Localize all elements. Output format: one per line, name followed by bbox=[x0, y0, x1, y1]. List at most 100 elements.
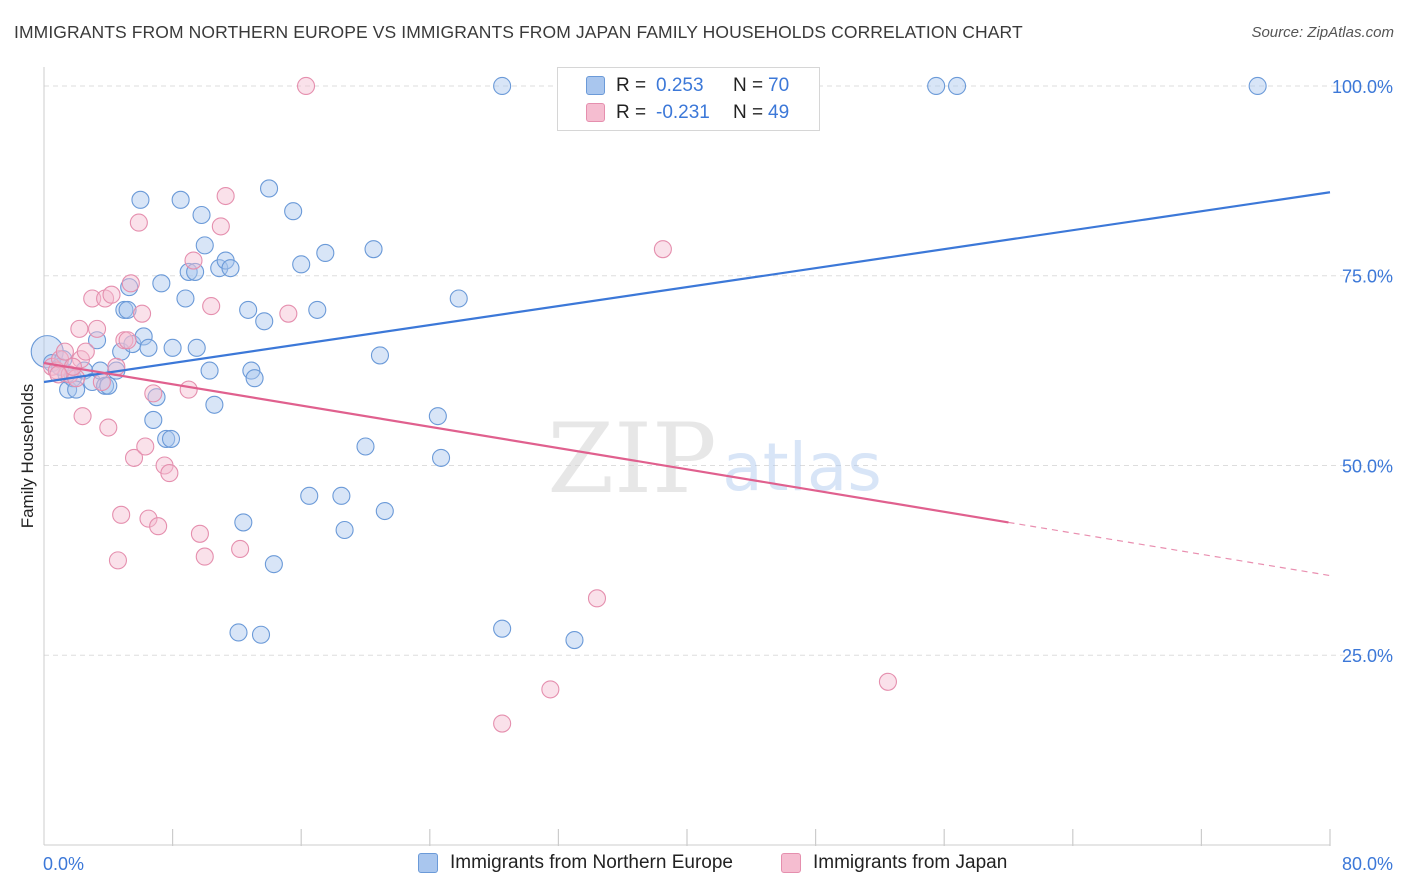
point-japan bbox=[541, 680, 560, 699]
point-japan bbox=[112, 505, 131, 524]
point-northern-europe bbox=[176, 289, 195, 308]
point-northern-europe bbox=[1248, 76, 1267, 96]
point-northern-europe bbox=[152, 274, 171, 293]
point-japan bbox=[55, 342, 74, 361]
point-northern-europe bbox=[205, 395, 224, 414]
legend-label: Immigrants from Japan bbox=[813, 852, 1008, 873]
point-northern-europe bbox=[157, 429, 176, 448]
point-japan bbox=[216, 186, 235, 206]
point-northern-europe bbox=[428, 407, 447, 426]
point-japan bbox=[878, 672, 897, 691]
point-japan bbox=[87, 319, 107, 338]
source-label: Source: ZipAtlas.com bbox=[1251, 24, 1394, 41]
point-japan bbox=[231, 539, 250, 559]
point-northern-europe bbox=[364, 240, 383, 259]
point-japan bbox=[70, 319, 89, 338]
point-japan bbox=[279, 304, 298, 323]
point-japan bbox=[108, 551, 127, 570]
point-japan bbox=[129, 213, 148, 232]
point-northern-europe bbox=[356, 437, 375, 456]
point-japan bbox=[211, 217, 230, 236]
point-northern-europe bbox=[927, 76, 946, 96]
point-northern-europe bbox=[308, 300, 327, 319]
point-japan bbox=[144, 384, 163, 403]
point-northern-europe bbox=[200, 361, 219, 380]
point-japan bbox=[136, 437, 155, 456]
point-northern-europe bbox=[493, 76, 512, 96]
point-northern-europe bbox=[370, 346, 390, 365]
point-japan bbox=[202, 297, 221, 316]
legend-label: Immigrants from Northern Europe bbox=[450, 852, 733, 873]
point-northern-europe bbox=[171, 190, 190, 209]
legend-swatch-pink bbox=[781, 853, 801, 873]
n-label: N = bbox=[733, 102, 764, 123]
point-japan bbox=[99, 418, 118, 437]
point-northern-europe bbox=[948, 76, 967, 96]
point-japan bbox=[653, 240, 672, 259]
point-japan bbox=[92, 372, 111, 392]
point-japan bbox=[139, 509, 158, 528]
legend-swatch-pink bbox=[586, 103, 605, 122]
point-japan bbox=[124, 448, 144, 467]
trend-line-northern-europe bbox=[43, 191, 1331, 384]
r-value: 0.253 bbox=[656, 75, 704, 96]
point-northern-europe bbox=[186, 262, 205, 281]
grid-lines bbox=[44, 85, 1394, 656]
y-tick-label: 75.0% bbox=[1342, 267, 1393, 287]
point-northern-europe bbox=[449, 289, 468, 308]
watermark-atlas: atlas bbox=[722, 429, 882, 506]
point-northern-europe bbox=[284, 202, 303, 221]
point-japan bbox=[190, 524, 209, 543]
n-label: N = bbox=[733, 75, 764, 96]
point-northern-europe bbox=[259, 179, 279, 198]
point-northern-europe bbox=[195, 236, 214, 255]
legend-swatch-blue bbox=[418, 853, 438, 873]
point-japan bbox=[184, 251, 203, 270]
point-northern-europe bbox=[192, 205, 211, 225]
data-points bbox=[30, 76, 1267, 733]
point-northern-europe bbox=[239, 300, 258, 319]
legend-swatch-blue bbox=[586, 76, 605, 95]
point-japan bbox=[118, 331, 137, 350]
point-northern-europe bbox=[245, 369, 264, 388]
point-northern-europe bbox=[179, 262, 198, 281]
point-northern-europe bbox=[255, 312, 274, 331]
x-tick-label: 80.0% bbox=[1342, 854, 1393, 874]
chart-title: IMMIGRANTS FROM NORTHERN EUROPE VS IMMIG… bbox=[14, 22, 1023, 42]
axes bbox=[43, 67, 1331, 846]
point-northern-europe bbox=[187, 338, 206, 357]
point-northern-europe bbox=[565, 631, 584, 650]
trend-line-japan bbox=[43, 361, 1009, 524]
trend-lines bbox=[43, 191, 1331, 577]
point-northern-europe bbox=[292, 255, 311, 274]
tick-labels: 25.0% 50.0% 75.0% 100.0% 0.0% 80.0% bbox=[43, 77, 1393, 874]
point-japan bbox=[121, 274, 140, 293]
n-value: 49 bbox=[768, 102, 790, 123]
watermark-zip: ZIP bbox=[547, 403, 716, 515]
point-northern-europe bbox=[118, 300, 137, 319]
r-label: R = bbox=[616, 102, 647, 123]
point-northern-europe bbox=[332, 486, 351, 505]
point-japan bbox=[493, 714, 512, 733]
point-northern-europe bbox=[163, 338, 182, 357]
y-tick-label: 50.0% bbox=[1342, 456, 1393, 476]
n-value: 70 bbox=[768, 75, 790, 96]
point-northern-europe bbox=[316, 243, 335, 263]
point-northern-europe bbox=[264, 555, 283, 574]
point-japan bbox=[76, 342, 95, 361]
r-label: R = bbox=[616, 75, 647, 96]
point-japan bbox=[195, 547, 214, 566]
point-japan bbox=[83, 289, 102, 308]
point-northern-europe bbox=[144, 410, 163, 429]
point-japan bbox=[102, 285, 121, 304]
r-value: -0.231 bbox=[656, 102, 710, 123]
point-japan bbox=[179, 380, 198, 399]
point-northern-europe bbox=[335, 520, 354, 540]
point-japan bbox=[73, 407, 92, 426]
point-northern-europe bbox=[493, 619, 512, 638]
point-northern-europe bbox=[375, 501, 394, 521]
watermark: ZIP atlas bbox=[547, 403, 881, 515]
point-northern-europe bbox=[229, 623, 248, 642]
point-northern-europe bbox=[131, 190, 150, 209]
